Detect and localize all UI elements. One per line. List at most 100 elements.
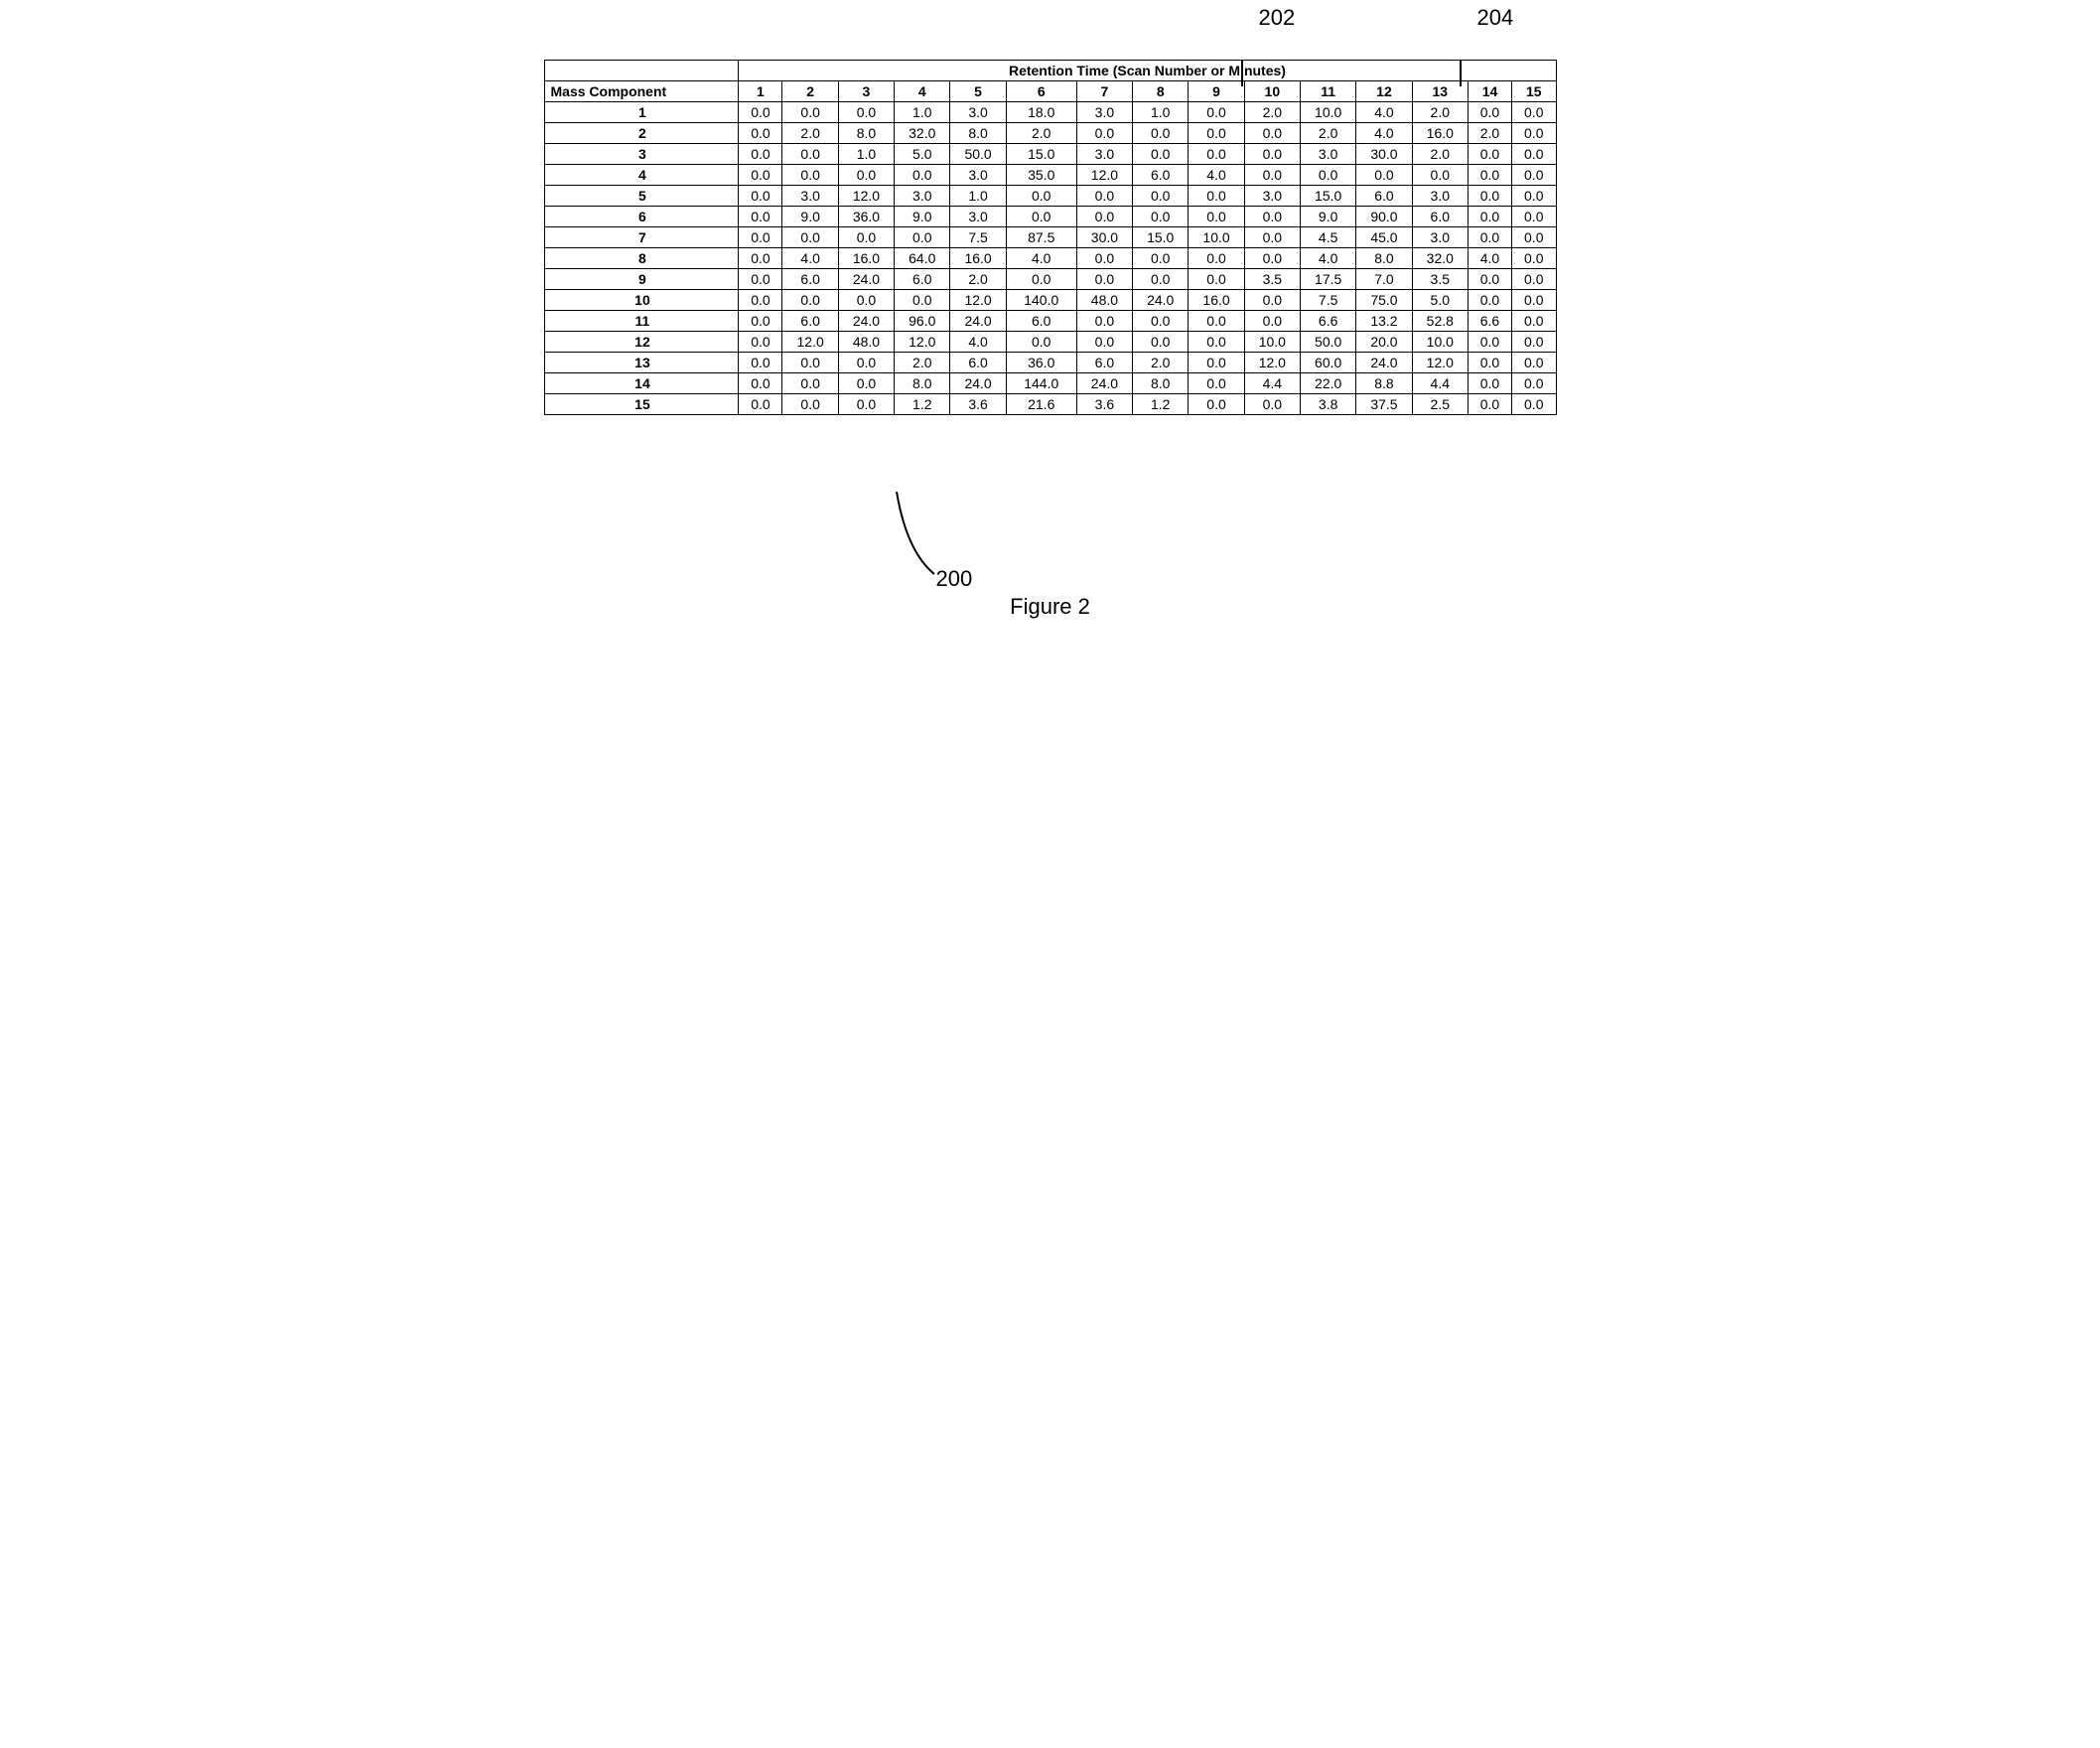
cell: 8.8 bbox=[1356, 373, 1412, 394]
column-header: 12 bbox=[1356, 81, 1412, 102]
row-label: 11 bbox=[544, 311, 739, 332]
cell: 0.0 bbox=[1244, 227, 1300, 248]
cell: 0.0 bbox=[739, 186, 782, 207]
cell: 0.0 bbox=[1189, 332, 1244, 353]
cell: 64.0 bbox=[895, 248, 950, 269]
cell: 0.0 bbox=[1468, 144, 1511, 165]
cell: 3.5 bbox=[1412, 269, 1468, 290]
cell: 4.4 bbox=[1412, 373, 1468, 394]
cell: 60.0 bbox=[1301, 353, 1356, 373]
cell: 18.0 bbox=[1006, 102, 1076, 123]
cell: 12.0 bbox=[950, 290, 1006, 311]
row-label: 14 bbox=[544, 373, 739, 394]
row-label: 4 bbox=[544, 165, 739, 186]
column-header: 7 bbox=[1076, 81, 1132, 102]
callout-200-label: 200 bbox=[936, 566, 973, 592]
cell: 0.0 bbox=[1468, 186, 1511, 207]
cell: 0.0 bbox=[838, 165, 894, 186]
cell: 3.0 bbox=[950, 207, 1006, 227]
cell: 37.5 bbox=[1356, 394, 1412, 415]
cell: 2.5 bbox=[1412, 394, 1468, 415]
cell: 0.0 bbox=[838, 290, 894, 311]
cell: 0.0 bbox=[1006, 332, 1076, 353]
cell: 90.0 bbox=[1356, 207, 1412, 227]
cell: 10.0 bbox=[1301, 102, 1356, 123]
cell: 144.0 bbox=[1006, 373, 1076, 394]
cell: 50.0 bbox=[1301, 332, 1356, 353]
row-label: 12 bbox=[544, 332, 739, 353]
cell: 0.0 bbox=[739, 102, 782, 123]
table-row: 40.00.00.00.03.035.012.06.04.00.00.00.00… bbox=[544, 165, 1556, 186]
column-header: 10 bbox=[1244, 81, 1300, 102]
cell: 0.0 bbox=[1076, 123, 1132, 144]
cell: 0.0 bbox=[782, 373, 838, 394]
cell: 15.0 bbox=[1006, 144, 1076, 165]
cell: 5.0 bbox=[895, 144, 950, 165]
row-label: 3 bbox=[544, 144, 739, 165]
cell: 4.0 bbox=[1301, 248, 1356, 269]
cell: 3.0 bbox=[1412, 227, 1468, 248]
cell: 3.8 bbox=[1301, 394, 1356, 415]
column-header: 11 bbox=[1301, 81, 1356, 102]
cell: 4.0 bbox=[950, 332, 1006, 353]
callout-202-label: 202 bbox=[1259, 5, 1296, 31]
cell: 2.0 bbox=[1244, 102, 1300, 123]
cell: 15.0 bbox=[1301, 186, 1356, 207]
cell: 0.0 bbox=[739, 394, 782, 415]
cell: 50.0 bbox=[950, 144, 1006, 165]
cell: 4.5 bbox=[1301, 227, 1356, 248]
cell: 3.0 bbox=[1244, 186, 1300, 207]
cell: 16.0 bbox=[838, 248, 894, 269]
cell: 0.0 bbox=[1244, 248, 1300, 269]
table-header-title: Retention Time (Scan Number or Minutes) bbox=[739, 61, 1556, 81]
cell: 36.0 bbox=[1006, 353, 1076, 373]
cell: 22.0 bbox=[1301, 373, 1356, 394]
row-label: 2 bbox=[544, 123, 739, 144]
cell: 0.0 bbox=[1468, 207, 1511, 227]
cell: 16.0 bbox=[1412, 123, 1468, 144]
cell: 0.0 bbox=[1189, 394, 1244, 415]
cell: 0.0 bbox=[1512, 165, 1556, 186]
cell: 2.0 bbox=[1412, 144, 1468, 165]
cell: 6.6 bbox=[1301, 311, 1356, 332]
cell: 20.0 bbox=[1356, 332, 1412, 353]
cell: 9.0 bbox=[782, 207, 838, 227]
table-row: 90.06.024.06.02.00.00.00.00.03.517.57.03… bbox=[544, 269, 1556, 290]
cell: 0.0 bbox=[739, 373, 782, 394]
cell: 0.0 bbox=[1512, 186, 1556, 207]
cell: 7.5 bbox=[950, 227, 1006, 248]
cell: 6.0 bbox=[782, 269, 838, 290]
cell: 0.0 bbox=[1512, 144, 1556, 165]
cell: 0.0 bbox=[1189, 102, 1244, 123]
cell: 0.0 bbox=[1189, 373, 1244, 394]
cell: 0.0 bbox=[1468, 332, 1511, 353]
column-header: 6 bbox=[1006, 81, 1076, 102]
cell: 0.0 bbox=[838, 353, 894, 373]
table-row: 60.09.036.09.03.00.00.00.00.00.09.090.06… bbox=[544, 207, 1556, 227]
cell: 3.0 bbox=[950, 165, 1006, 186]
table-row: 110.06.024.096.024.06.00.00.00.00.06.613… bbox=[544, 311, 1556, 332]
cell: 0.0 bbox=[895, 227, 950, 248]
cell: 9.0 bbox=[1301, 207, 1356, 227]
cell: 87.5 bbox=[1006, 227, 1076, 248]
cell: 10.0 bbox=[1244, 332, 1300, 353]
cell: 1.2 bbox=[1133, 394, 1189, 415]
cell: 3.0 bbox=[1076, 102, 1132, 123]
cell: 0.0 bbox=[1076, 186, 1132, 207]
cell: 0.0 bbox=[782, 394, 838, 415]
cell: 0.0 bbox=[1468, 290, 1511, 311]
cell: 24.0 bbox=[950, 311, 1006, 332]
cell: 1.2 bbox=[895, 394, 950, 415]
cell: 0.0 bbox=[1076, 269, 1132, 290]
row-label: 1 bbox=[544, 102, 739, 123]
cell: 6.0 bbox=[1006, 311, 1076, 332]
cell: 0.0 bbox=[1076, 332, 1132, 353]
cell: 30.0 bbox=[1076, 227, 1132, 248]
table-row: 140.00.00.08.024.0144.024.08.00.04.422.0… bbox=[544, 373, 1556, 394]
cell: 0.0 bbox=[1006, 207, 1076, 227]
cell: 32.0 bbox=[1412, 248, 1468, 269]
cell: 0.0 bbox=[1076, 311, 1132, 332]
cell: 0.0 bbox=[1133, 207, 1189, 227]
cell: 10.0 bbox=[1412, 332, 1468, 353]
cell: 0.0 bbox=[739, 290, 782, 311]
